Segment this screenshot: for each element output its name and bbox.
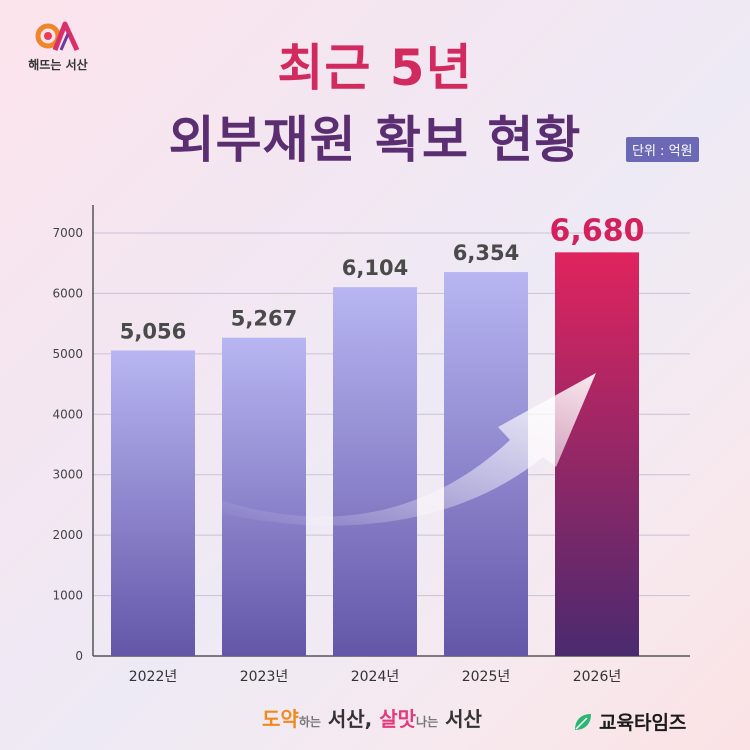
y-tick-label: 4000: [52, 407, 83, 421]
slogan-part4: 서산: [438, 707, 482, 731]
slogan-part1: 도약: [262, 707, 299, 731]
publisher-name: 교육타임즈: [599, 712, 687, 734]
bar-value-label: 6,354: [453, 241, 519, 265]
bar: [111, 350, 195, 656]
y-tick-label: 5000: [52, 347, 83, 361]
logo-emblem-icon: [35, 21, 80, 52]
slogan-small2: 나는: [416, 715, 439, 729]
slogan-part2: 서산,: [320, 707, 380, 731]
slogan: 도약하는 서산, 살맛나는 서산: [262, 703, 482, 732]
page-title-line2: 외부재원 확보 현황: [168, 111, 582, 169]
unit-badge: 단위 : 억원: [626, 137, 699, 162]
logo: 해뜨는 서산: [18, 18, 98, 73]
bar: [222, 337, 306, 656]
bar-chart: 0 1000 2000 3000 4000 5000 6000 7000 5,056 2022년 5…: [52, 205, 690, 685]
slogan-part3: 살맛: [379, 707, 417, 731]
logo-text: 해뜨는 서산: [28, 58, 88, 72]
bar-value-label: 5,056: [120, 319, 186, 343]
publisher: 교육타임즈: [572, 708, 686, 735]
bar-value-label: 6,680: [550, 213, 645, 248]
y-tick-label: 7000: [52, 226, 83, 240]
x-tick-label: 2026년: [573, 669, 622, 685]
y-tick-label: 2000: [52, 528, 83, 542]
page-title-line1: 최근 5년: [277, 39, 473, 97]
bar: [333, 287, 417, 656]
y-tick-label: 3000: [52, 468, 83, 482]
y-tick-label: 1000: [52, 589, 83, 603]
x-tick-label: 2023년: [240, 669, 289, 685]
publisher-leaf-icon: [575, 713, 591, 730]
y-tick-label: 6000: [52, 286, 83, 300]
bar-value-label: 6,104: [342, 256, 408, 280]
bar: [555, 252, 639, 656]
bar-value-label: 5,267: [231, 307, 297, 331]
x-tick-label: 2024년: [351, 669, 400, 685]
trend-arrow: [220, 373, 596, 526]
x-tick-label: 2022년: [129, 669, 178, 685]
y-tick-label: 0: [75, 649, 83, 663]
slogan-small1: 하는: [298, 715, 321, 729]
x-tick-label: 2025년: [462, 669, 511, 685]
